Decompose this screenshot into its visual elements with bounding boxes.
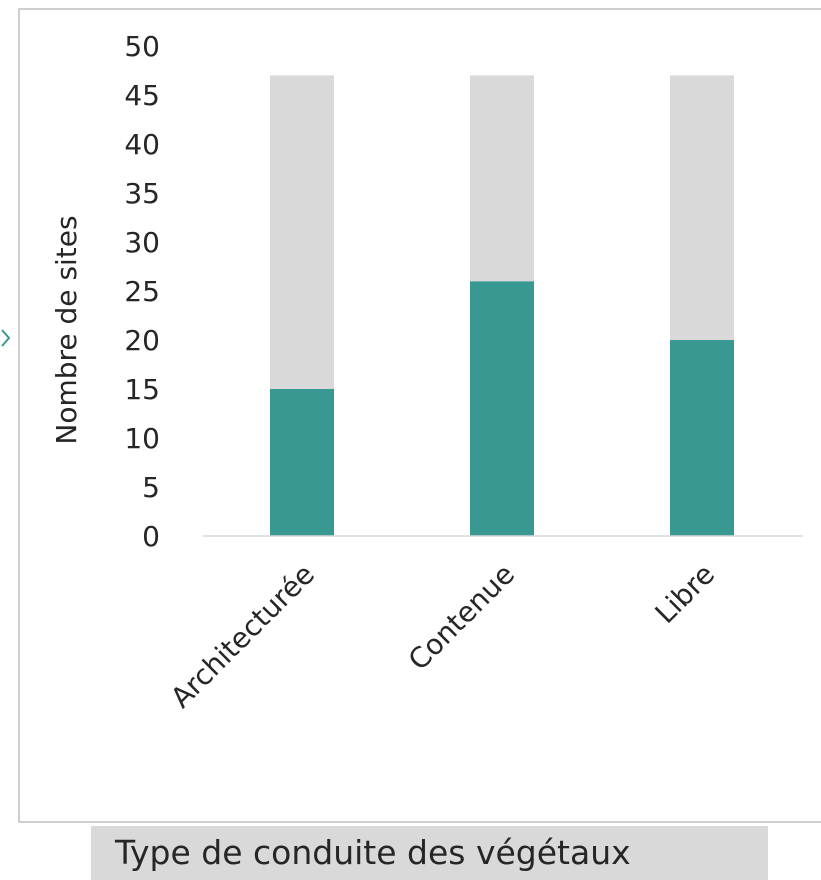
chart-frame: [18, 8, 821, 823]
y-tick-label: 25: [124, 275, 160, 308]
y-tick-label: 40: [124, 128, 160, 161]
x-axis-title: Type de conduite des végétaux: [91, 826, 768, 880]
bars: [270, 75, 734, 536]
y-tick-label: 45: [124, 79, 160, 112]
bar-value-3: [670, 340, 734, 536]
bar-value-2: [470, 281, 534, 536]
y-tick-label: 0: [142, 520, 160, 553]
y-tick-label: 10: [124, 422, 160, 455]
y-axis-title: Nombre de sites: [50, 215, 83, 444]
bar-remainder-1: [270, 75, 334, 390]
x-axis-labels: Architecturée Contenue Libre: [164, 558, 721, 715]
x-tick-label: Architecturée: [164, 558, 321, 715]
bar-remainder-2: [470, 75, 534, 282]
y-axis-ticks: 0 5 10 15 20 25 30 35 40 45 50: [124, 30, 160, 553]
y-tick-label: 15: [124, 373, 160, 406]
chevron-right-icon: [1, 329, 11, 347]
y-tick-label: 20: [124, 324, 160, 357]
y-tick-label: 5: [142, 471, 160, 504]
y-tick-label: 30: [124, 226, 160, 259]
y-tick-label: 35: [124, 177, 160, 210]
x-tick-label: Libre: [649, 558, 721, 630]
x-tick-label: Contenue: [402, 558, 521, 677]
y-tick-label: 50: [124, 30, 160, 63]
bar-value-1: [270, 389, 334, 536]
bar-remainder-3: [670, 75, 734, 341]
